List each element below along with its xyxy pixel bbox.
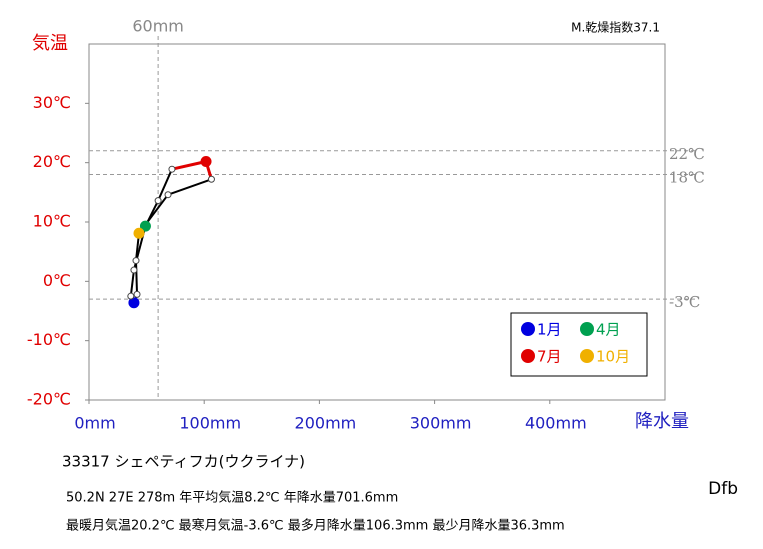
- legend-marker: [521, 322, 535, 336]
- month-point: [132, 257, 140, 265]
- legend-marker: [580, 322, 594, 336]
- legend-box: [510, 312, 648, 377]
- legend-label: 1月: [537, 321, 562, 339]
- legend-label: 4月: [596, 321, 621, 339]
- month-point: [133, 290, 141, 298]
- month-point: [139, 220, 151, 232]
- station-name: 33317 シェペティフカ(ウクライナ): [62, 453, 305, 471]
- x-tick-label: 0mm: [74, 414, 115, 433]
- y-tick-label: -10℃: [27, 330, 71, 349]
- month-point: [164, 191, 172, 199]
- month-point: [130, 266, 138, 274]
- month-point: [168, 165, 176, 173]
- y-tick-label: 30℃: [33, 93, 71, 112]
- x-axis-label: 降水量: [635, 411, 689, 432]
- segment: [129, 269, 135, 297]
- y-axis-label: 気温: [32, 33, 68, 54]
- x-tick-label: 400mm: [525, 414, 587, 433]
- ref-label: -3℃: [669, 293, 700, 311]
- y-tick-label: 0℃: [43, 271, 71, 290]
- climate-class: Dfb: [708, 479, 738, 499]
- x-tick-label: 300mm: [410, 414, 472, 433]
- month-point: [200, 155, 212, 167]
- legend-marker: [521, 349, 535, 363]
- y-tick-label: 20℃: [33, 152, 71, 171]
- ref-label: 18℃: [669, 169, 705, 187]
- segment: [171, 160, 207, 171]
- x-tick-label: 200mm: [295, 414, 357, 433]
- month-point: [154, 197, 162, 205]
- y-tick-label: 10℃: [33, 212, 71, 231]
- month-point: [127, 292, 135, 300]
- segment: [135, 260, 139, 295]
- station-line1: 50.2N 27E 278m 年平均気温8.2℃ 年降水量701.6mm: [66, 490, 398, 506]
- legend-marker: [580, 349, 594, 363]
- month-point: [207, 175, 215, 183]
- index-label: M.乾燥指数37.1: [571, 20, 660, 35]
- legend-label: 10月: [596, 348, 630, 366]
- ref-vline-label: 60mm: [132, 17, 184, 36]
- station-line2: 最暖月気温20.2℃ 最寒月気温-3.6℃ 最多月降水量106.3mm 最少月降…: [66, 518, 565, 534]
- y-tick-label: -20℃: [27, 390, 71, 409]
- legend-label: 7月: [537, 348, 562, 366]
- segment: [157, 168, 173, 202]
- segment: [167, 178, 212, 196]
- x-tick-label: 100mm: [179, 414, 241, 433]
- month-point: [133, 227, 145, 239]
- ref-label: 22℃: [669, 145, 705, 163]
